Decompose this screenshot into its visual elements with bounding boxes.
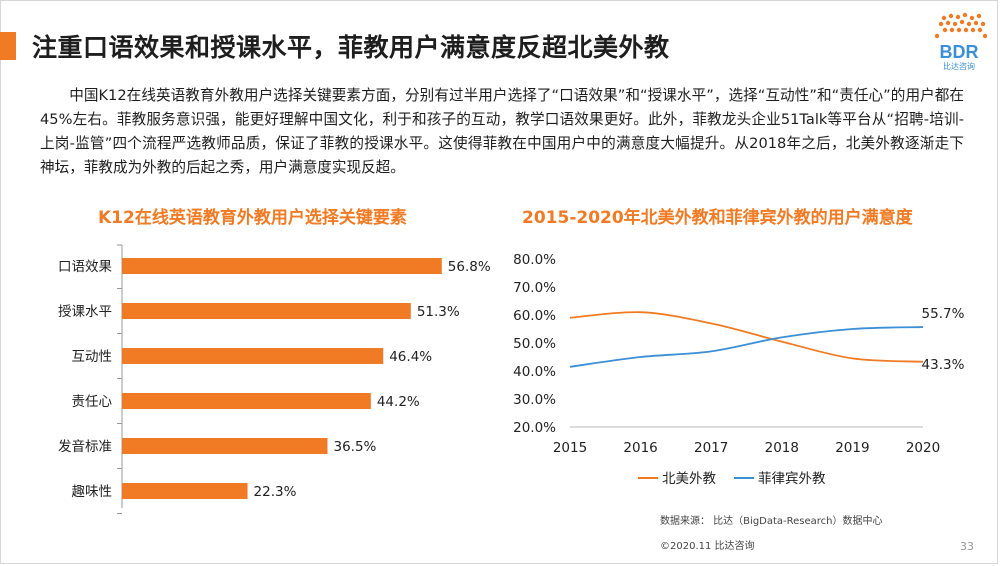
bar-value-label: 22.3%: [254, 484, 297, 500]
bar-0: [122, 258, 442, 274]
logo-subtext: 比达咨询: [943, 61, 975, 71]
bar-category-label: 口语效果: [58, 259, 112, 275]
bar-5: [122, 483, 248, 499]
title-accent-bar: [0, 32, 16, 60]
bar-category-label: 互动性: [72, 349, 113, 365]
x-tick-label: 2015: [553, 440, 587, 456]
y-tick-label: 70.0%: [513, 280, 556, 296]
logo-text: BDR: [940, 42, 979, 62]
series-line-0: [569, 311, 924, 363]
y-tick-label: 80.0%: [513, 252, 556, 268]
x-tick-label: 2017: [694, 440, 728, 456]
x-tick-label: 2018: [765, 440, 799, 456]
y-tick-label: 30.0%: [513, 392, 556, 408]
bar-2: [122, 348, 384, 364]
line-chart-title: 2015-2020年北美外教和菲律宾外教的用户满意度: [522, 208, 913, 228]
x-tick-label: 2020: [906, 440, 940, 456]
bar-category-label: 趣味性: [72, 484, 113, 500]
series-line-1: [569, 326, 924, 368]
intro-paragraph: 中国K12在线英语教育外教用户选择关键要素方面，分别有过半用户选择了“口语效果”…: [40, 87, 964, 176]
bar-category-label: 责任心: [72, 394, 113, 410]
bar-3: [122, 393, 371, 409]
series-end-label: 55.7%: [922, 306, 965, 322]
bar-chart: 口语效果 56.8% 授课水平 51.3% 互动性 46.4% 责任心 44.2% 发音标准 36…: [58, 244, 491, 514]
legend-label: 北美外教: [662, 471, 716, 487]
bar-chart-title: K12在线英语教育外教用户选择关键要素: [98, 208, 407, 228]
bar-1: [122, 303, 411, 319]
bar-value-label: 44.2%: [377, 394, 420, 410]
y-tick-label: 60.0%: [513, 308, 556, 324]
logo-dots: [934, 12, 988, 39]
series-end-label: 43.3%: [922, 357, 965, 373]
page-number: 33: [960, 540, 974, 553]
bar-category-label: 授课水平: [58, 304, 112, 320]
bar-value-label: 51.3%: [417, 304, 460, 320]
bar-category-label: 发音标准: [58, 438, 112, 455]
y-tick-label: 40.0%: [513, 364, 556, 380]
x-tick-label: 2016: [623, 440, 657, 456]
copyright: ©2020.11 比达咨询: [660, 541, 755, 552]
bar-4: [122, 438, 328, 454]
y-tick-label: 20.0%: [513, 420, 556, 436]
x-tick-label: 2019: [835, 440, 869, 456]
y-tick-label: 50.0%: [513, 336, 556, 352]
legend-label: 菲律宾外教: [758, 471, 826, 487]
bdr-logo-icon: BDR 比达咨询: [934, 12, 988, 71]
line-chart: 20.0% 30.0% 40.0% 50.0% 60.0% 70.0% 80.0% 2015 2…: [513, 252, 965, 487]
bar-value-label: 56.8%: [448, 259, 491, 275]
bar-value-label: 36.5%: [333, 439, 376, 455]
page-title: 注重口语效果和授课水平，菲教用户满意度反超北美外教: [32, 33, 670, 62]
bar-value-label: 46.4%: [389, 349, 432, 365]
data-source: 数据来源： 比达（BigData-Research）数据中心: [660, 516, 883, 527]
